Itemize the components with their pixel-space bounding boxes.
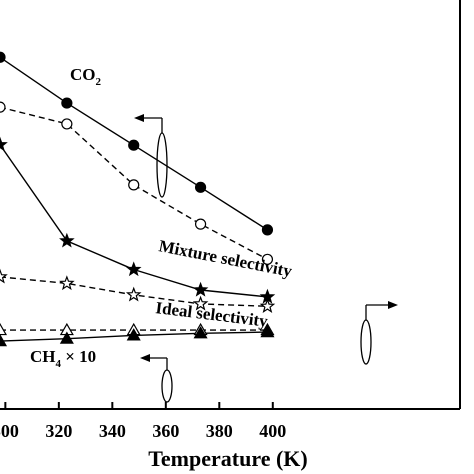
data-point-ideal_selectivity xyxy=(59,275,75,291)
series-markers xyxy=(0,51,276,347)
data-point-mixture_selectivity xyxy=(125,261,142,277)
series-group-ellipse xyxy=(360,319,372,365)
data-point-co2_mixture xyxy=(61,97,73,109)
x-tick-label: 360 xyxy=(152,421,179,441)
data-point-co2_ideal xyxy=(128,179,140,191)
data-point-ideal_selectivity xyxy=(192,295,209,311)
series-line-mixture_selectivity xyxy=(0,144,268,298)
x-tick-label: 400 xyxy=(259,421,286,441)
data-point-mixture_selectivity xyxy=(59,232,75,248)
x-axis-title: Temperature (K) xyxy=(148,446,307,471)
data-point-co2_mixture xyxy=(128,139,140,151)
data-point-ch4_x10_mixture xyxy=(260,324,275,338)
data-point-ch4_x10_mixture xyxy=(193,326,208,339)
data-point-co2_ideal xyxy=(0,101,6,113)
arrowhead-right-icon xyxy=(388,301,398,309)
series-lines xyxy=(0,56,268,342)
data-point-ch4_x10_mixture xyxy=(126,328,141,341)
data-point-co2_mixture xyxy=(0,51,6,63)
annotation-mixture-selectivity: Mixture selectivity xyxy=(157,236,294,281)
data-point-mixture_selectivity xyxy=(192,281,209,297)
series-group-ellipse xyxy=(161,369,173,403)
data-point-ideal_selectivity xyxy=(259,298,276,313)
data-point-co2_ideal xyxy=(61,118,73,130)
annotation-ch4-x10: CH4 × 10 xyxy=(30,347,96,370)
x-tick-label: 380 xyxy=(206,421,233,441)
plot-frame xyxy=(0,0,461,410)
data-point-co2_mixture xyxy=(261,224,274,236)
data-point-ch4_x10_mixture xyxy=(59,331,74,344)
data-point-ideal_selectivity xyxy=(0,268,8,284)
x-tick-label: 300 xyxy=(0,421,19,441)
arrowhead-left-icon xyxy=(140,354,150,362)
axis-indicator-arrows xyxy=(134,114,398,403)
data-point-co2_ideal xyxy=(261,253,274,265)
annotation-co2: CO2 xyxy=(70,65,102,88)
series-line-co2_ideal xyxy=(0,106,268,260)
arrowhead-left-icon xyxy=(134,114,144,122)
annotation-ideal-selectivity: Ideal selectivity xyxy=(155,298,270,331)
data-point-ch4_x10_ideal xyxy=(0,322,8,336)
x-tick-label: 320 xyxy=(45,421,72,441)
x-tick-label: 340 xyxy=(99,421,126,441)
data-point-ch4_x10_mixture xyxy=(0,333,8,347)
data-point-mixture_selectivity xyxy=(0,136,8,152)
data-point-ideal_selectivity xyxy=(125,286,142,302)
data-point-co2_ideal xyxy=(194,218,207,230)
data-point-co2_mixture xyxy=(194,181,207,193)
x-ticks: 300 320 340 360 380 400 xyxy=(0,402,286,441)
